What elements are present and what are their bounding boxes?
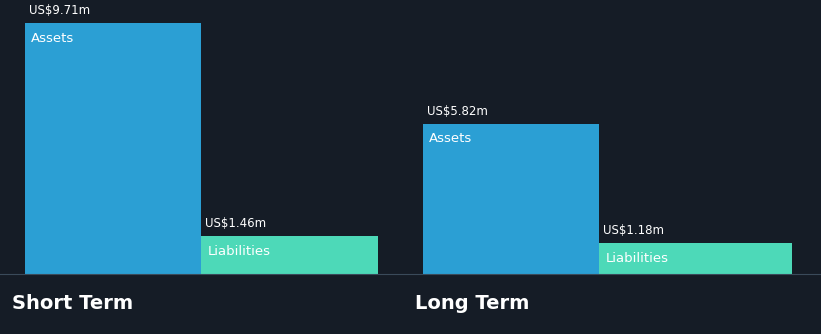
Text: US$9.71m: US$9.71m <box>29 4 89 17</box>
Text: US$1.18m: US$1.18m <box>603 224 664 237</box>
Text: Liabilities: Liabilities <box>208 244 271 258</box>
Bar <box>423 124 599 274</box>
Bar <box>25 23 201 274</box>
Bar <box>599 243 792 274</box>
Text: Long Term: Long Term <box>415 294 529 313</box>
Text: US$1.46m: US$1.46m <box>205 217 266 230</box>
Text: Liabilities: Liabilities <box>606 252 669 265</box>
Text: Assets: Assets <box>31 32 75 45</box>
Text: US$5.82m: US$5.82m <box>427 105 488 118</box>
Text: Assets: Assets <box>429 132 473 145</box>
Text: Short Term: Short Term <box>12 294 134 313</box>
Bar <box>201 236 378 274</box>
